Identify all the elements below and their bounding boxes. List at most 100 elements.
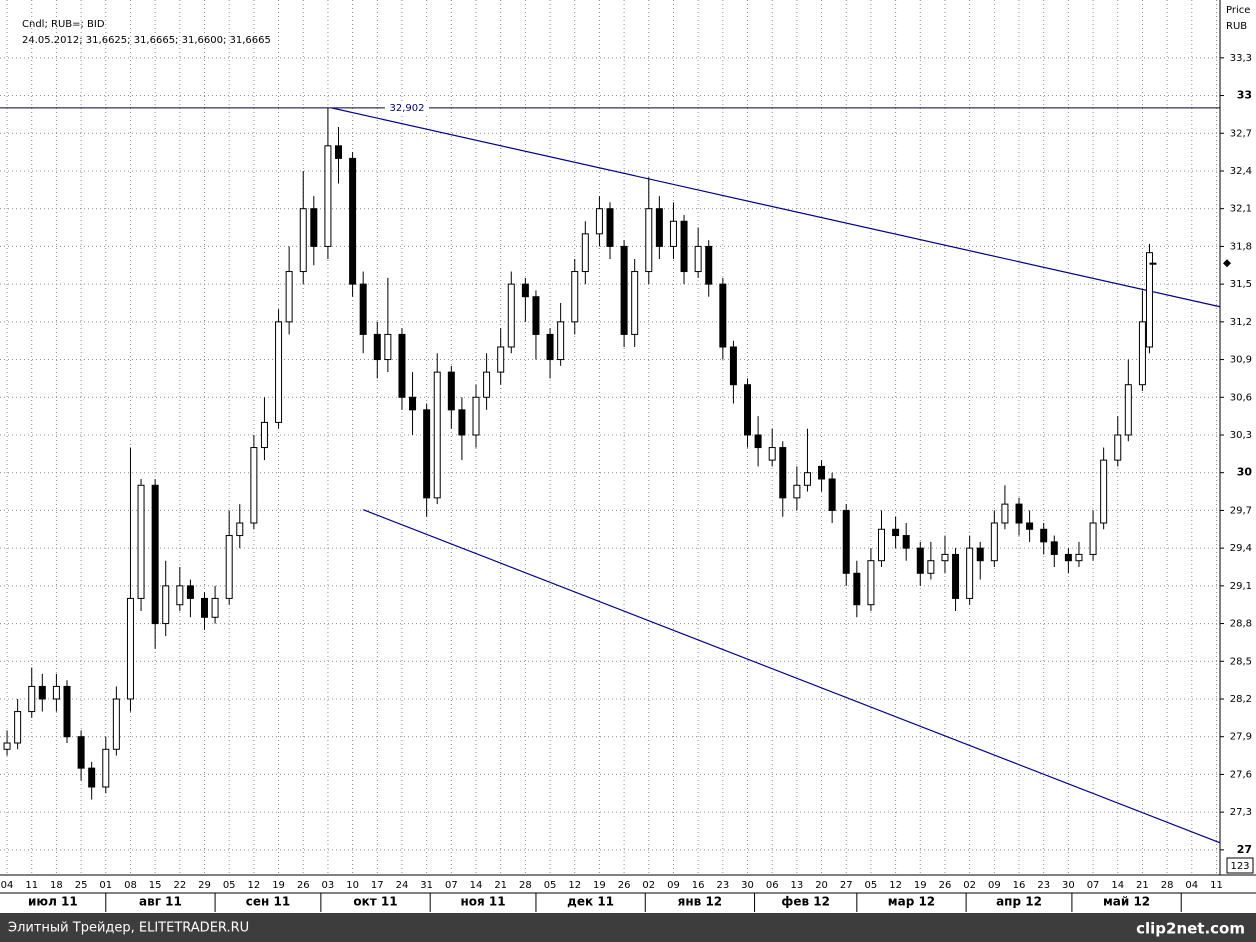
- x-tick-label: 12: [889, 880, 902, 891]
- candle-body: [507, 283, 515, 348]
- candle-body: [606, 208, 614, 247]
- month-label: июл 11: [28, 895, 78, 909]
- footer-logo[interactable]: clip2net.com: [1136, 920, 1245, 938]
- chart-title: Cndl; RUB=; BID: [22, 19, 105, 30]
- candle-body: [927, 560, 935, 574]
- candle-body: [1050, 541, 1058, 555]
- candle-body: [275, 321, 283, 423]
- last-price-marker: [1223, 259, 1231, 268]
- x-tick-label: 06: [766, 880, 779, 891]
- scale-box[interactable]: [1226, 857, 1254, 874]
- candle-body: [694, 245, 702, 273]
- x-tick-label: 24: [396, 880, 409, 891]
- y-tick-label: 27,6: [1230, 769, 1252, 780]
- x-tick-label: 01: [99, 880, 112, 891]
- candle-body: [458, 409, 466, 436]
- candle-body: [645, 208, 653, 273]
- candle-body: [373, 333, 381, 361]
- candle-body: [1089, 522, 1097, 555]
- candle-body: [3, 742, 11, 750]
- candle-body: [1026, 522, 1034, 530]
- y-tick-label: 31,8: [1230, 241, 1252, 252]
- candle-body: [966, 547, 974, 599]
- candle-body: [1100, 459, 1108, 524]
- y-tick-label: 27,9: [1230, 732, 1252, 743]
- y-tick-label: 27,3: [1230, 807, 1252, 818]
- candle-body: [88, 767, 96, 788]
- candle-body: [853, 572, 861, 606]
- candle-body: [285, 271, 293, 323]
- x-tick-label: 03: [322, 880, 335, 891]
- month-label: сен 11: [246, 895, 290, 909]
- y-tick-label: 31,2: [1230, 317, 1252, 328]
- candle-body: [433, 371, 441, 499]
- candle-body: [828, 478, 836, 511]
- y-tick-label: 30,9: [1230, 355, 1252, 366]
- y-tick-label: 30,6: [1230, 392, 1252, 403]
- candle-body: [324, 145, 332, 247]
- x-tick-label: 19: [272, 880, 285, 891]
- month-label: янв 12: [678, 895, 722, 909]
- x-tick-label: 22: [173, 880, 186, 891]
- x-tick-label: 07: [1087, 880, 1100, 891]
- y-tick-label: 31,5: [1230, 279, 1252, 290]
- x-tick-label: 09: [988, 880, 1001, 891]
- candle-body: [447, 371, 455, 411]
- x-tick-label: 14: [470, 880, 483, 891]
- x-tick-label: 10: [346, 880, 359, 891]
- x-tick-label: 28: [519, 880, 532, 891]
- candle-body: [902, 535, 910, 549]
- y-tick-label: 28,2: [1230, 694, 1252, 705]
- candle-body: [1145, 252, 1153, 348]
- candle-body: [497, 346, 505, 373]
- candle-body: [952, 553, 960, 599]
- candle-body: [151, 484, 159, 625]
- level-label-bg: [385, 101, 429, 114]
- candle-body: [793, 484, 801, 499]
- y-axis-unit: RUB: [1226, 21, 1247, 32]
- candle-body: [472, 396, 480, 436]
- x-tick-label: 08: [124, 880, 137, 891]
- candle-body: [803, 472, 811, 486]
- x-tick-label: 23: [716, 880, 729, 891]
- candle-body: [768, 447, 776, 461]
- candle-body: [260, 421, 268, 449]
- y-tick-label: 28,5: [1230, 656, 1252, 667]
- month-label: авг 11: [139, 895, 182, 909]
- month-label: фев 12: [781, 895, 830, 909]
- candle-body: [532, 296, 540, 335]
- candle-body: [409, 396, 417, 411]
- y-tick-label: 32,4: [1230, 166, 1252, 177]
- candle-body: [571, 271, 579, 323]
- candle-body: [126, 597, 134, 700]
- candle-body: [334, 145, 342, 159]
- x-tick-label: 21: [1136, 880, 1149, 891]
- candle-body: [1124, 384, 1132, 436]
- candle-body: [557, 321, 565, 361]
- candle-body: [201, 597, 209, 618]
- candle-body: [620, 245, 628, 335]
- x-tick-label: 02: [642, 880, 655, 891]
- x-tick-label: 05: [544, 880, 557, 891]
- candle-body: [754, 434, 762, 449]
- x-tick-label: 04: [1, 880, 14, 891]
- candle-body: [990, 522, 998, 562]
- y-tick-label: 27: [1237, 843, 1252, 856]
- x-tick-label: 31: [420, 880, 433, 891]
- candle-body: [162, 585, 170, 625]
- y-tick-label: 30,3: [1230, 430, 1252, 441]
- candle-body: [719, 283, 727, 348]
- candle-body: [112, 698, 120, 750]
- x-tick-label: 23: [1037, 880, 1050, 891]
- candle-body: [176, 585, 184, 606]
- x-tick-label: 05: [865, 880, 878, 891]
- month-label: ноя 11: [461, 895, 506, 909]
- month-label: май 12: [1103, 895, 1150, 909]
- month-label: апр 12: [996, 895, 1042, 909]
- candle-body: [398, 333, 406, 398]
- candle-body: [546, 333, 554, 361]
- x-tick-label: 29: [198, 880, 211, 891]
- candle-body: [878, 528, 886, 562]
- scale-box-label[interactable]: 123: [1230, 861, 1249, 872]
- candle-body: [1001, 503, 1009, 524]
